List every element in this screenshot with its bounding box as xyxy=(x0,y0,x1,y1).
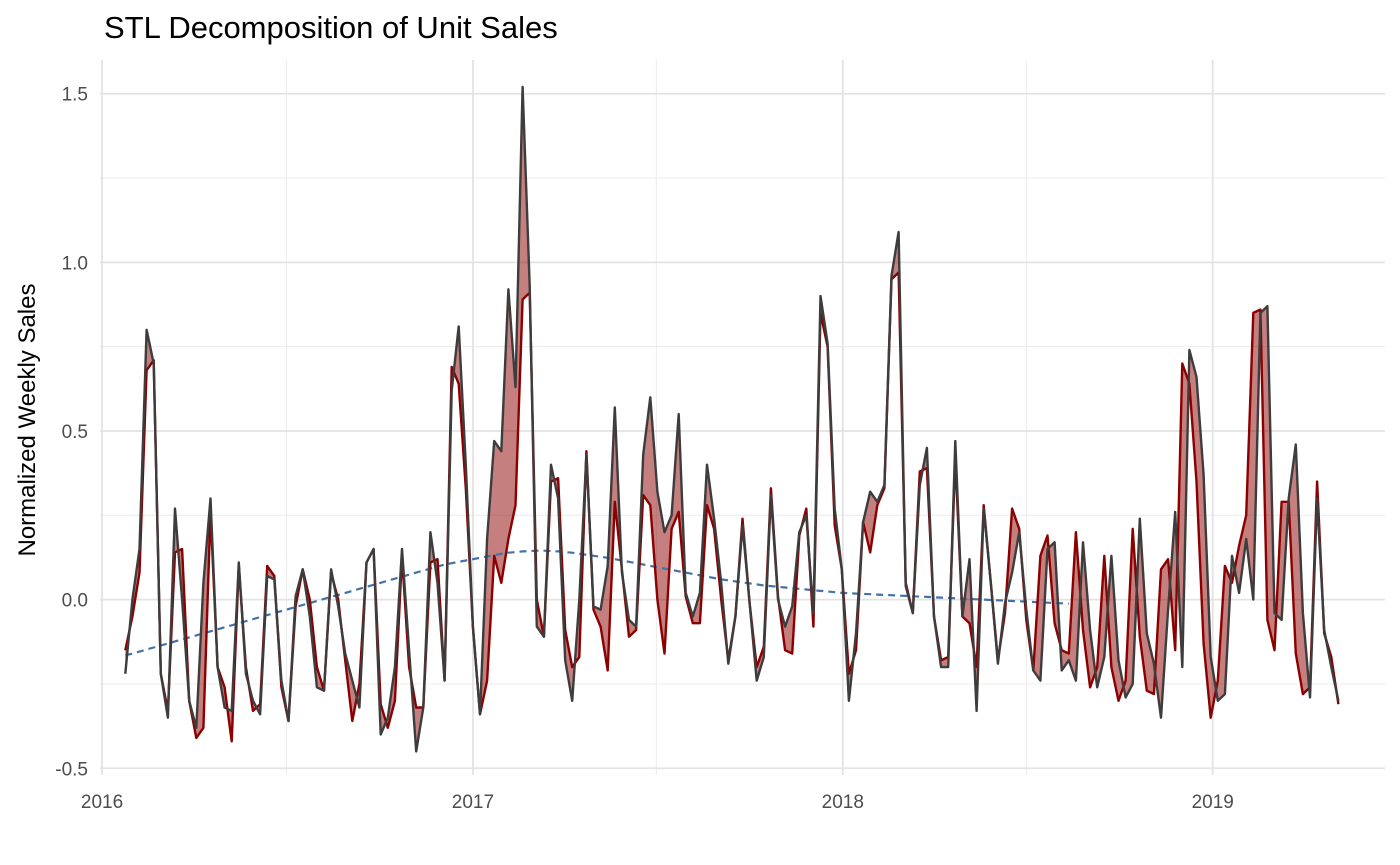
y-tick-label: 1.0 xyxy=(62,253,88,274)
y-tick-label: 0.0 xyxy=(62,591,88,612)
observed-line xyxy=(124,85,1340,753)
y-tick-label: 0.5 xyxy=(62,422,88,443)
chart-title: STL Decomposition of Unit Sales xyxy=(104,10,558,45)
trend-line xyxy=(125,549,1069,657)
y-tick-label: -0.5 xyxy=(55,759,88,780)
x-tick-label: 2016 xyxy=(81,792,123,813)
y-tick-label: 1.5 xyxy=(62,85,88,106)
x-tick-label: 2017 xyxy=(452,792,494,813)
x-tick-label: 2019 xyxy=(1192,792,1234,813)
x-tick-label: 2018 xyxy=(822,792,864,813)
